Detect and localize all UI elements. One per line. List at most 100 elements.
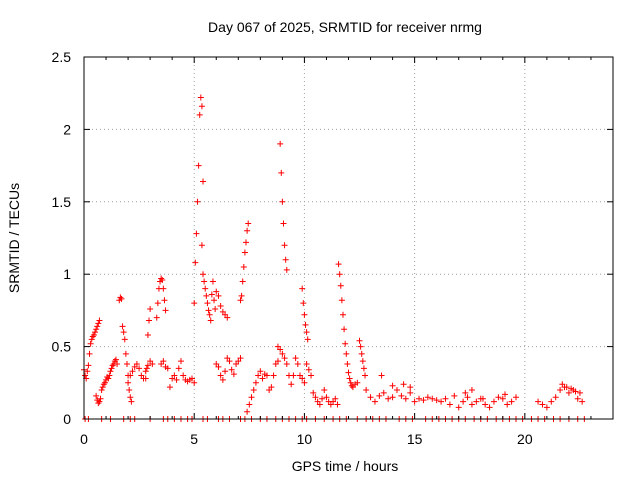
data-point <box>125 379 132 386</box>
data-point <box>336 271 343 278</box>
data-point <box>160 285 167 292</box>
data-point <box>371 398 378 405</box>
series-segment-19 <box>378 372 414 391</box>
data-point <box>250 387 257 394</box>
data-point <box>204 300 211 307</box>
data-point <box>90 332 97 339</box>
data-point <box>166 384 173 391</box>
data-point <box>92 329 99 336</box>
data-point <box>224 314 231 321</box>
data-point <box>398 392 405 399</box>
data-point <box>299 375 306 382</box>
data-point <box>180 372 187 379</box>
data-point <box>334 401 341 408</box>
data-point <box>123 360 130 367</box>
data-point <box>574 395 581 402</box>
data-point <box>280 220 287 227</box>
data-point <box>462 389 469 396</box>
data-point <box>212 305 219 312</box>
data-point <box>270 372 277 379</box>
data-point <box>202 285 209 292</box>
data-point <box>122 350 129 357</box>
x-tick-label: 0 <box>80 431 88 447</box>
data-point <box>433 397 440 404</box>
data-point <box>442 395 449 402</box>
series-segment-6 <box>158 358 198 391</box>
data-point <box>114 360 121 367</box>
data-point <box>146 317 153 324</box>
x-tick-label: 5 <box>190 431 198 447</box>
data-point <box>535 398 542 405</box>
x-tick-label: 10 <box>297 431 313 447</box>
data-point <box>468 387 475 394</box>
data-point <box>162 307 169 314</box>
data-point <box>319 395 326 402</box>
data-point <box>389 394 396 401</box>
data-point <box>107 368 114 375</box>
data-point <box>149 360 156 367</box>
data-point <box>277 140 284 147</box>
data-point <box>335 261 342 268</box>
data-point <box>255 372 262 379</box>
data-point <box>358 350 365 357</box>
data-point <box>239 278 246 285</box>
data-point <box>356 337 363 344</box>
data-point <box>95 320 102 327</box>
data-point <box>495 394 502 401</box>
series-segment-5 <box>153 275 169 321</box>
data-point <box>244 227 251 234</box>
data-point <box>473 398 480 405</box>
grid <box>84 57 613 419</box>
data-point <box>171 372 178 379</box>
y-tick-label: 1 <box>63 266 71 282</box>
data-point <box>97 395 104 402</box>
data-point <box>548 398 555 405</box>
data-point <box>240 263 247 270</box>
data-point <box>237 297 244 304</box>
data-point <box>344 360 351 367</box>
data-point <box>343 350 350 357</box>
y-tick-label: 2.5 <box>52 49 72 65</box>
data-point <box>294 360 301 367</box>
data-point <box>360 365 367 372</box>
data-point <box>207 317 214 324</box>
data-point <box>109 362 116 369</box>
data-point <box>159 276 166 283</box>
data-point <box>158 275 165 282</box>
data-point <box>304 336 311 343</box>
data-point <box>108 365 115 372</box>
data-point <box>153 314 160 321</box>
data-point <box>303 329 310 336</box>
data-points <box>81 94 588 422</box>
data-point <box>339 311 346 318</box>
series-segment-12 <box>277 140 290 273</box>
data-point <box>281 242 288 249</box>
series-segment-11 <box>244 358 281 415</box>
data-point <box>420 397 427 404</box>
data-point <box>354 379 361 386</box>
data-point <box>143 365 150 372</box>
data-point <box>237 355 244 362</box>
data-point <box>209 278 216 285</box>
data-point <box>198 242 205 249</box>
data-point <box>200 271 207 278</box>
data-point <box>252 379 259 386</box>
data-point <box>244 408 251 415</box>
axis-ticks <box>83 56 613 420</box>
data-point <box>357 343 364 350</box>
data-point <box>380 389 387 396</box>
data-point <box>245 220 252 227</box>
data-point <box>543 404 550 411</box>
data-point <box>177 358 184 365</box>
data-point <box>572 388 579 395</box>
data-point <box>121 336 128 343</box>
data-point <box>82 372 89 379</box>
data-point <box>241 249 248 256</box>
y-tick-label: 0 <box>63 411 71 427</box>
data-point <box>416 395 423 402</box>
series-segment-1 <box>93 356 121 407</box>
data-point <box>563 384 570 391</box>
data-point <box>88 336 95 343</box>
data-point <box>120 329 127 336</box>
